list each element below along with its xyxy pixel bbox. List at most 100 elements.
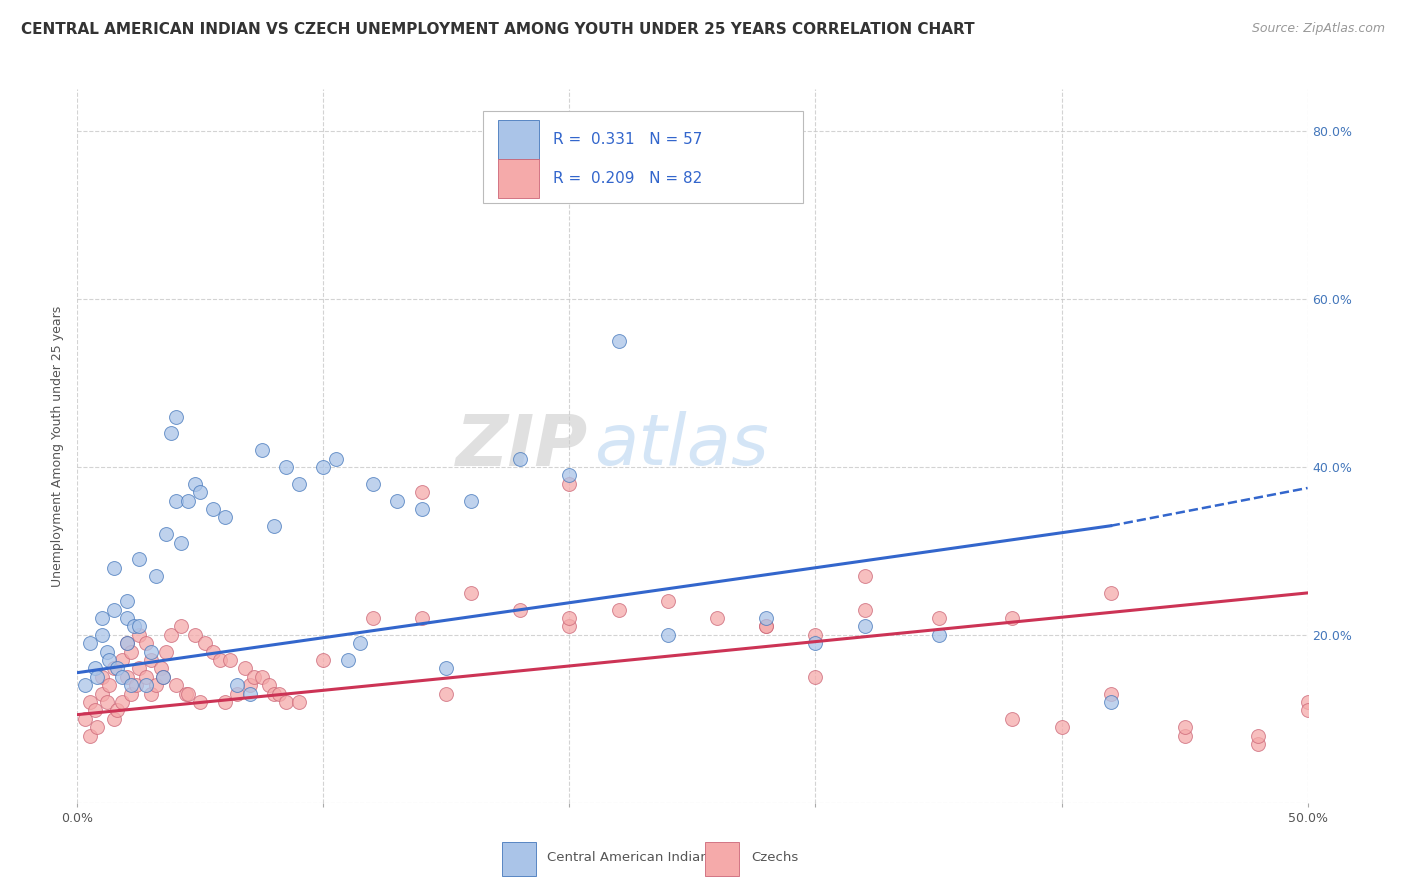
Point — [226, 678, 249, 692]
Point — [657, 628, 679, 642]
Point — [96, 695, 118, 709]
Point — [269, 687, 291, 701]
Point — [250, 670, 273, 684]
Point — [86, 720, 108, 734]
Point — [83, 661, 105, 675]
Point — [152, 670, 174, 684]
Point — [135, 636, 157, 650]
Point — [607, 334, 630, 348]
Point — [1099, 586, 1122, 600]
Point — [103, 661, 125, 675]
Point — [155, 645, 177, 659]
Point — [150, 661, 173, 675]
Point — [276, 460, 298, 475]
Point — [96, 645, 118, 659]
Point — [177, 687, 200, 701]
Point — [90, 611, 114, 625]
Text: Source: ZipAtlas.com: Source: ZipAtlas.com — [1251, 22, 1385, 36]
Point — [125, 678, 148, 692]
Point — [79, 729, 101, 743]
Point — [1001, 712, 1024, 726]
Point — [312, 460, 335, 475]
Point — [201, 502, 224, 516]
Point — [111, 653, 132, 667]
Point — [1296, 703, 1319, 717]
Point — [165, 678, 187, 692]
Point — [141, 645, 163, 659]
Bar — [498, 159, 538, 198]
Point — [337, 653, 360, 667]
Point — [115, 670, 138, 684]
Point — [103, 712, 125, 726]
Point — [90, 670, 114, 684]
Point — [558, 468, 581, 483]
Point — [411, 502, 433, 516]
Point — [1174, 729, 1197, 743]
Point — [928, 611, 950, 625]
Point — [219, 653, 242, 667]
Point — [1001, 611, 1024, 625]
Point — [460, 493, 482, 508]
Point — [558, 476, 581, 491]
Point — [160, 628, 183, 642]
Point — [243, 670, 266, 684]
Text: R =  0.331   N = 57: R = 0.331 N = 57 — [554, 132, 703, 146]
Point — [194, 636, 217, 650]
Point — [98, 653, 121, 667]
Text: Central American Indians: Central American Indians — [547, 851, 716, 864]
Point — [361, 476, 384, 491]
Point — [135, 678, 157, 692]
Point — [804, 628, 827, 642]
Point — [128, 628, 150, 642]
Point — [509, 603, 531, 617]
Point — [214, 510, 236, 524]
Point — [1174, 720, 1197, 734]
Point — [141, 653, 163, 667]
Point — [177, 493, 200, 508]
Point — [184, 476, 207, 491]
Point — [115, 636, 138, 650]
Point — [1247, 737, 1270, 751]
Point — [201, 645, 224, 659]
Point — [115, 594, 138, 608]
Point — [755, 619, 778, 633]
Point — [86, 670, 108, 684]
Point — [174, 687, 197, 701]
Point — [361, 611, 384, 625]
Point — [411, 611, 433, 625]
Point — [233, 661, 256, 675]
Point — [387, 493, 409, 508]
Point — [259, 678, 281, 692]
Point — [105, 703, 128, 717]
FancyBboxPatch shape — [484, 111, 803, 203]
Point — [115, 636, 138, 650]
Point — [165, 409, 187, 424]
Bar — [502, 842, 536, 876]
Point — [170, 535, 193, 549]
Point — [349, 636, 371, 650]
Point — [607, 603, 630, 617]
Point — [128, 661, 150, 675]
Point — [1099, 695, 1122, 709]
Point — [145, 678, 167, 692]
Point — [276, 695, 298, 709]
Point — [460, 586, 482, 600]
Point — [155, 527, 177, 541]
Point — [411, 485, 433, 500]
Point — [79, 636, 101, 650]
Point — [1050, 720, 1073, 734]
Point — [804, 670, 827, 684]
Point — [190, 485, 212, 500]
Point — [90, 687, 114, 701]
Point — [103, 603, 125, 617]
Point — [128, 552, 150, 566]
Point — [79, 695, 101, 709]
Point — [755, 619, 778, 633]
Bar — [498, 120, 538, 159]
Point — [73, 678, 96, 692]
Point — [853, 603, 876, 617]
Point — [73, 712, 96, 726]
Point — [184, 628, 207, 642]
Point — [111, 670, 132, 684]
Point — [165, 493, 187, 508]
